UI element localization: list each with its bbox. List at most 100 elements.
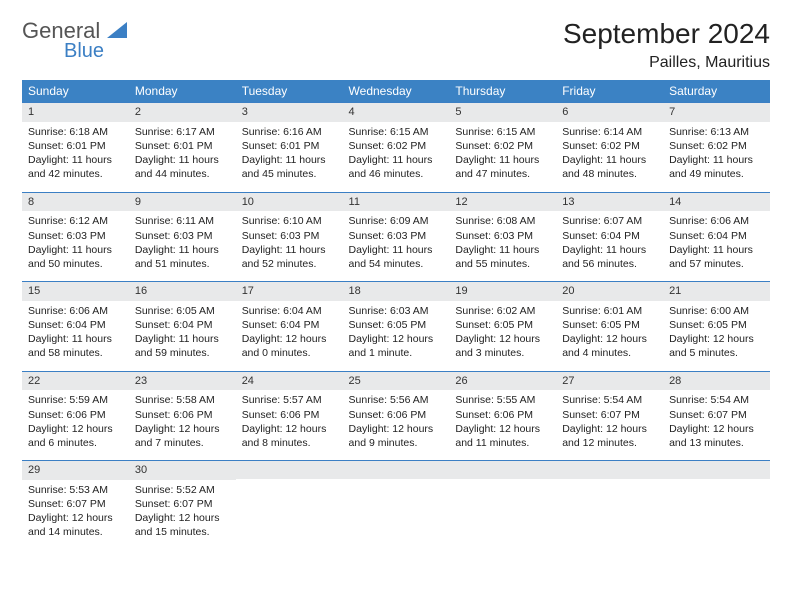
daylight-text: Daylight: 11 hours and 54 minutes. xyxy=(349,243,444,271)
logo: General Blue xyxy=(22,18,127,61)
daylight-text: Daylight: 11 hours and 51 minutes. xyxy=(135,243,230,271)
day-number: 4 xyxy=(343,103,450,122)
daylight-text: Daylight: 12 hours and 0 minutes. xyxy=(242,332,337,360)
day-body: Sunrise: 6:18 AMSunset: 6:01 PMDaylight:… xyxy=(22,122,129,192)
day-body: Sunrise: 5:59 AMSunset: 6:06 PMDaylight:… xyxy=(22,390,129,460)
sunrise-text: Sunrise: 6:10 AM xyxy=(242,214,337,228)
sunrise-text: Sunrise: 5:54 AM xyxy=(562,393,657,407)
daylight-text: Daylight: 12 hours and 11 minutes. xyxy=(455,422,550,450)
day-body: Sunrise: 6:13 AMSunset: 6:02 PMDaylight:… xyxy=(663,122,770,192)
sunset-text: Sunset: 6:07 PM xyxy=(135,497,230,511)
day-body: Sunrise: 6:09 AMSunset: 6:03 PMDaylight:… xyxy=(343,211,450,281)
sunrise-text: Sunrise: 6:08 AM xyxy=(455,214,550,228)
sunrise-text: Sunrise: 5:59 AM xyxy=(28,393,123,407)
day-body: Sunrise: 6:02 AMSunset: 6:05 PMDaylight:… xyxy=(449,301,556,371)
sunset-text: Sunset: 6:07 PM xyxy=(669,408,764,422)
day-body: Sunrise: 5:53 AMSunset: 6:07 PMDaylight:… xyxy=(22,480,129,550)
sunset-text: Sunset: 6:04 PM xyxy=(135,318,230,332)
sunset-text: Sunset: 6:03 PM xyxy=(455,229,550,243)
sunrise-text: Sunrise: 5:55 AM xyxy=(455,393,550,407)
day-cell: 5Sunrise: 6:15 AMSunset: 6:02 PMDaylight… xyxy=(449,103,556,193)
day-number: 1 xyxy=(22,103,129,122)
day-cell: 14Sunrise: 6:06 AMSunset: 6:04 PMDayligh… xyxy=(663,192,770,282)
sunset-text: Sunset: 6:02 PM xyxy=(669,139,764,153)
daylight-text: Daylight: 12 hours and 14 minutes. xyxy=(28,511,123,539)
day-cell: 27Sunrise: 5:54 AMSunset: 6:07 PMDayligh… xyxy=(556,371,663,461)
daylight-text: Daylight: 11 hours and 57 minutes. xyxy=(669,243,764,271)
sunset-text: Sunset: 6:04 PM xyxy=(562,229,657,243)
day-number: 8 xyxy=(22,193,129,212)
day-number: 24 xyxy=(236,372,343,391)
day-cell: 30Sunrise: 5:52 AMSunset: 6:07 PMDayligh… xyxy=(129,461,236,550)
day-cell: 19Sunrise: 6:02 AMSunset: 6:05 PMDayligh… xyxy=(449,282,556,372)
sunrise-text: Sunrise: 6:17 AM xyxy=(135,125,230,139)
day-number: 13 xyxy=(556,193,663,212)
day-cell: 26Sunrise: 5:55 AMSunset: 6:06 PMDayligh… xyxy=(449,371,556,461)
dow-row: Sunday Monday Tuesday Wednesday Thursday… xyxy=(22,80,770,103)
sunset-text: Sunset: 6:04 PM xyxy=(669,229,764,243)
day-body: Sunrise: 6:10 AMSunset: 6:03 PMDaylight:… xyxy=(236,211,343,281)
day-cell xyxy=(449,461,556,550)
sunrise-text: Sunrise: 5:52 AM xyxy=(135,483,230,497)
day-cell: 21Sunrise: 6:00 AMSunset: 6:05 PMDayligh… xyxy=(663,282,770,372)
daylight-text: Daylight: 11 hours and 58 minutes. xyxy=(28,332,123,360)
dow-friday: Friday xyxy=(556,80,663,103)
sunrise-text: Sunrise: 5:54 AM xyxy=(669,393,764,407)
sunrise-text: Sunrise: 5:56 AM xyxy=(349,393,444,407)
sunrise-text: Sunrise: 6:06 AM xyxy=(669,214,764,228)
day-number: 18 xyxy=(343,282,450,301)
dow-monday: Monday xyxy=(129,80,236,103)
daylight-text: Daylight: 12 hours and 9 minutes. xyxy=(349,422,444,450)
dow-tuesday: Tuesday xyxy=(236,80,343,103)
day-cell: 9Sunrise: 6:11 AMSunset: 6:03 PMDaylight… xyxy=(129,192,236,282)
sunset-text: Sunset: 6:04 PM xyxy=(242,318,337,332)
day-number: 29 xyxy=(22,461,129,480)
day-cell: 3Sunrise: 6:16 AMSunset: 6:01 PMDaylight… xyxy=(236,103,343,193)
daylight-text: Daylight: 11 hours and 46 minutes. xyxy=(349,153,444,181)
sunrise-text: Sunrise: 5:57 AM xyxy=(242,393,337,407)
sunrise-text: Sunrise: 6:02 AM xyxy=(455,304,550,318)
empty-day xyxy=(449,461,556,479)
day-cell: 10Sunrise: 6:10 AMSunset: 6:03 PMDayligh… xyxy=(236,192,343,282)
daylight-text: Daylight: 11 hours and 49 minutes. xyxy=(669,153,764,181)
week-row: 15Sunrise: 6:06 AMSunset: 6:04 PMDayligh… xyxy=(22,282,770,372)
sunset-text: Sunset: 6:01 PM xyxy=(135,139,230,153)
day-number: 12 xyxy=(449,193,556,212)
sunset-text: Sunset: 6:06 PM xyxy=(455,408,550,422)
sunrise-text: Sunrise: 5:58 AM xyxy=(135,393,230,407)
sunrise-text: Sunrise: 6:07 AM xyxy=(562,214,657,228)
day-cell: 13Sunrise: 6:07 AMSunset: 6:04 PMDayligh… xyxy=(556,192,663,282)
sunrise-text: Sunrise: 6:05 AM xyxy=(135,304,230,318)
day-number: 23 xyxy=(129,372,236,391)
sunrise-text: Sunrise: 6:06 AM xyxy=(28,304,123,318)
day-number: 2 xyxy=(129,103,236,122)
daylight-text: Daylight: 11 hours and 44 minutes. xyxy=(135,153,230,181)
sunrise-text: Sunrise: 6:12 AM xyxy=(28,214,123,228)
sunrise-text: Sunrise: 6:15 AM xyxy=(455,125,550,139)
daylight-text: Daylight: 11 hours and 52 minutes. xyxy=(242,243,337,271)
day-cell: 20Sunrise: 6:01 AMSunset: 6:05 PMDayligh… xyxy=(556,282,663,372)
day-number: 17 xyxy=(236,282,343,301)
day-cell xyxy=(556,461,663,550)
sunset-text: Sunset: 6:07 PM xyxy=(28,497,123,511)
day-cell: 24Sunrise: 5:57 AMSunset: 6:06 PMDayligh… xyxy=(236,371,343,461)
day-cell: 23Sunrise: 5:58 AMSunset: 6:06 PMDayligh… xyxy=(129,371,236,461)
page-title: September 2024 xyxy=(563,18,770,50)
day-cell: 11Sunrise: 6:09 AMSunset: 6:03 PMDayligh… xyxy=(343,192,450,282)
sunset-text: Sunset: 6:06 PM xyxy=(135,408,230,422)
day-cell: 12Sunrise: 6:08 AMSunset: 6:03 PMDayligh… xyxy=(449,192,556,282)
sunset-text: Sunset: 6:06 PM xyxy=(28,408,123,422)
sunset-text: Sunset: 6:01 PM xyxy=(242,139,337,153)
sunrise-text: Sunrise: 6:11 AM xyxy=(135,214,230,228)
day-number: 28 xyxy=(663,372,770,391)
daylight-text: Daylight: 11 hours and 45 minutes. xyxy=(242,153,337,181)
sunset-text: Sunset: 6:02 PM xyxy=(349,139,444,153)
daylight-text: Daylight: 12 hours and 8 minutes. xyxy=(242,422,337,450)
day-number: 20 xyxy=(556,282,663,301)
day-cell: 1Sunrise: 6:18 AMSunset: 6:01 PMDaylight… xyxy=(22,103,129,193)
title-block: September 2024 Pailles, Mauritius xyxy=(563,18,770,72)
day-number: 30 xyxy=(129,461,236,480)
location: Pailles, Mauritius xyxy=(563,54,770,72)
sunset-text: Sunset: 6:04 PM xyxy=(28,318,123,332)
day-body: Sunrise: 6:06 AMSunset: 6:04 PMDaylight:… xyxy=(663,211,770,281)
